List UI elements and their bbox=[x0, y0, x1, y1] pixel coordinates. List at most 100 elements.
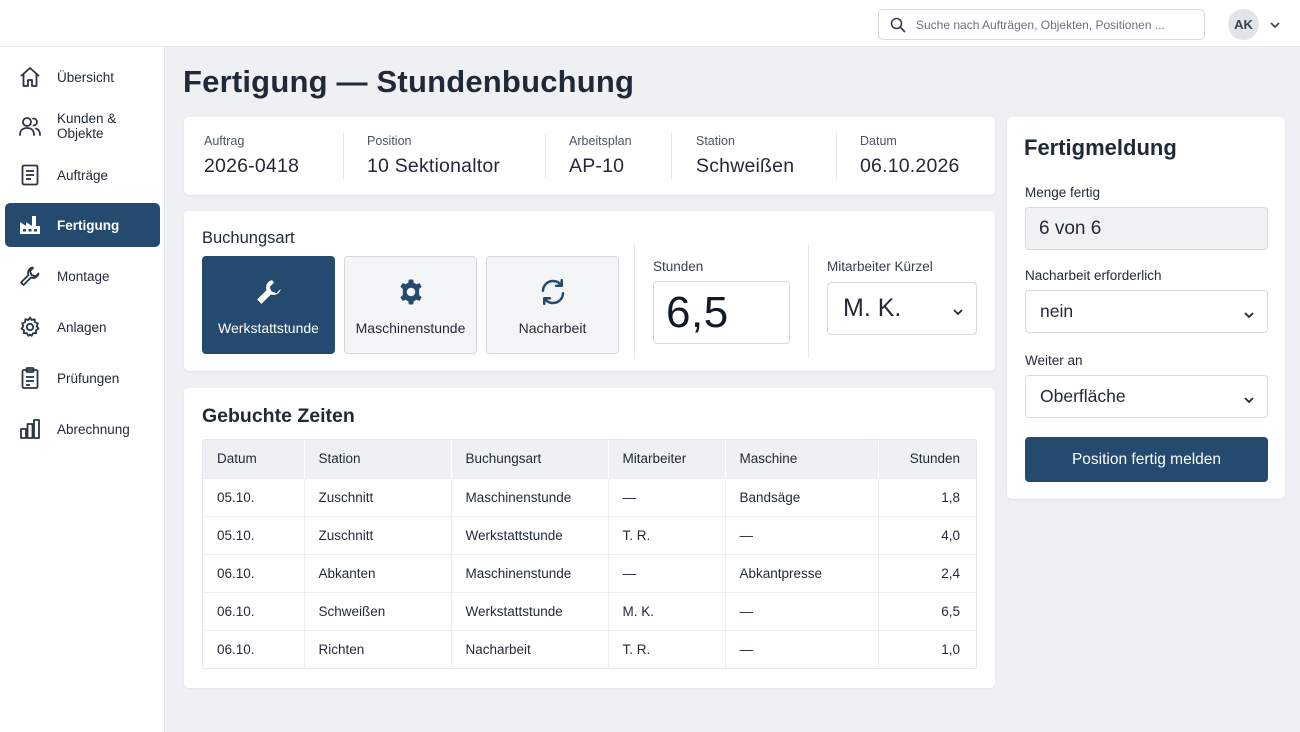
divider bbox=[671, 133, 672, 179]
info-position: Position 10 Sektionaltor bbox=[367, 134, 500, 178]
chevron-down-icon bbox=[952, 304, 964, 315]
sidebar-item-label: Anlagen bbox=[57, 319, 107, 335]
quantity-label: Menge fertig bbox=[1025, 185, 1101, 200]
refresh-icon bbox=[537, 276, 569, 308]
sidebar-item-pruefungen[interactable]: Prüfungen bbox=[5, 356, 160, 400]
home-icon bbox=[18, 65, 42, 89]
info-value: 2026-0418 bbox=[204, 155, 300, 177]
search-input[interactable] bbox=[916, 17, 1196, 32]
info-value: Schweißen bbox=[696, 155, 795, 177]
info-auftrag: Auftrag 2026-0418 bbox=[204, 134, 299, 178]
table-cell: M. K. bbox=[608, 591, 726, 630]
booking-type-nacharbeit[interactable]: Nacharbeit bbox=[486, 256, 619, 354]
booking-type-text: Maschinenstunde bbox=[355, 320, 466, 336]
employee-select[interactable]: M. K. bbox=[827, 282, 977, 335]
quantity-field: 6 von 6 bbox=[1025, 207, 1268, 250]
table-header-row: Datum Station Buchungsart Mitarbeiter Ma… bbox=[203, 440, 976, 478]
table-row[interactable]: 05.10. Zuschnitt Maschinenstunde — Bands… bbox=[203, 477, 976, 516]
next-station-label: Weiter an bbox=[1025, 353, 1083, 368]
search-icon bbox=[890, 17, 906, 33]
info-label: Position bbox=[367, 134, 412, 148]
completion-card: Fertigmeldung Menge fertig 6 von 6 Nacha… bbox=[1007, 117, 1285, 499]
column-header-station[interactable]: Station bbox=[304, 440, 452, 478]
info-value: AP-10 bbox=[569, 155, 625, 177]
table-row[interactable]: 06.10. Schweißen Werkstattstunde M. K. —… bbox=[203, 591, 976, 630]
booking-type-label: Buchungsart bbox=[202, 229, 295, 247]
info-arbeitsplan: Arbeitsplan AP-10 bbox=[569, 134, 632, 178]
column-header-datum[interactable]: Datum bbox=[203, 440, 305, 478]
next-station-value: Oberfläche bbox=[1040, 386, 1126, 406]
booking-type-text: Werkstattstunde bbox=[218, 320, 319, 336]
page-title: Fertigung — Stundenbuchung bbox=[183, 64, 635, 99]
booked-times-table: Datum Station Buchungsart Mitarbeiter Ma… bbox=[202, 439, 977, 669]
divider bbox=[343, 133, 344, 179]
clipboard-icon bbox=[18, 366, 42, 390]
table-cell: Zuschnitt bbox=[304, 515, 452, 554]
table-cell: Bandsäge bbox=[725, 477, 879, 516]
table-cell: 06.10. bbox=[203, 553, 305, 592]
order-info-card: Auftrag 2026-0418 Position 10 Sektionalt… bbox=[184, 117, 995, 195]
sidebar-item-label: Montage bbox=[57, 268, 110, 284]
employee-label: Mitarbeiter Kürzel bbox=[827, 259, 933, 274]
booking-card: Buchungsart Werkstattstunde Maschinenstu… bbox=[184, 211, 995, 371]
table-cell: Richten bbox=[304, 629, 452, 668]
column-header-stunden[interactable]: Stunden bbox=[878, 440, 976, 478]
sidebar-item-kunden[interactable]: Kunden & Objekte bbox=[5, 104, 160, 148]
chevron-down-icon[interactable] bbox=[1268, 18, 1282, 30]
table-cell: Werkstattstunde bbox=[451, 515, 609, 554]
factory-icon bbox=[18, 213, 42, 237]
table-cell: 05.10. bbox=[203, 515, 305, 554]
rework-value: nein bbox=[1040, 301, 1074, 321]
sidebar: Übersicht Kunden & Objekte Aufträge Fert… bbox=[0, 47, 165, 732]
document-icon bbox=[18, 163, 42, 187]
booked-times-title: Gebuchte Zeiten bbox=[202, 405, 355, 427]
table-cell: — bbox=[608, 553, 726, 592]
sidebar-item-anlagen[interactable]: Anlagen bbox=[5, 305, 160, 349]
sidebar-item-auftraege[interactable]: Aufträge bbox=[5, 153, 160, 197]
column-header-maschine[interactable]: Maschine bbox=[725, 440, 879, 478]
info-value: 06.10.2026 bbox=[860, 155, 960, 177]
sidebar-item-uebersicht[interactable]: Übersicht bbox=[5, 55, 160, 99]
sidebar-item-montage[interactable]: Montage bbox=[5, 254, 160, 298]
table-cell: Nacharbeit bbox=[451, 629, 609, 668]
column-header-buchungsart[interactable]: Buchungsart bbox=[451, 440, 609, 478]
table-cell: Zuschnitt bbox=[304, 477, 452, 516]
sidebar-item-abrechnung[interactable]: Abrechnung bbox=[5, 407, 160, 451]
search-box[interactable] bbox=[878, 9, 1205, 40]
table-cell: 4,0 bbox=[878, 515, 976, 554]
submit-position-button[interactable]: Position fertig melden bbox=[1025, 437, 1268, 482]
table-cell: T. R. bbox=[608, 515, 726, 554]
table-cell: — bbox=[725, 591, 879, 630]
next-station-select[interactable]: Oberfläche bbox=[1025, 375, 1268, 418]
info-station: Station Schweißen bbox=[696, 134, 794, 178]
user-avatar[interactable]: AK bbox=[1228, 9, 1259, 40]
rework-label: Nacharbeit erforderlich bbox=[1025, 268, 1162, 283]
table-row[interactable]: 06.10. Richten Nacharbeit T. R. — 1,0 bbox=[203, 629, 976, 668]
top-bar: AK bbox=[0, 0, 1300, 47]
table-cell: Werkstattstunde bbox=[451, 591, 609, 630]
sidebar-item-fertigung[interactable]: Fertigung bbox=[5, 203, 160, 247]
divider bbox=[836, 133, 837, 179]
table-row[interactable]: 05.10. Zuschnitt Werkstattstunde T. R. —… bbox=[203, 515, 976, 554]
info-datum: Datum 06.10.2026 bbox=[860, 134, 960, 178]
table-cell: 2,4 bbox=[878, 553, 976, 592]
chevron-down-icon bbox=[1243, 307, 1255, 318]
hours-label: Stunden bbox=[653, 259, 704, 274]
rework-select[interactable]: nein bbox=[1025, 290, 1268, 333]
booking-type-maschinenstunde[interactable]: Maschinenstunde bbox=[344, 256, 477, 354]
info-label: Station bbox=[696, 134, 735, 148]
divider bbox=[634, 245, 635, 358]
table-cell: Abkanten bbox=[304, 553, 452, 592]
table-cell: — bbox=[725, 515, 879, 554]
gear-icon bbox=[18, 315, 42, 339]
table-cell: 06.10. bbox=[203, 591, 305, 630]
booking-type-werkstattstunde[interactable]: Werkstattstunde bbox=[202, 256, 335, 354]
table-row[interactable]: 06.10. Abkanten Maschinenstunde — Abkant… bbox=[203, 553, 976, 592]
chevron-down-icon bbox=[1243, 392, 1255, 403]
table-cell: 1,0 bbox=[878, 629, 976, 668]
hours-input[interactable]: 6,5 bbox=[653, 281, 790, 344]
column-header-mitarbeiter[interactable]: Mitarbeiter bbox=[608, 440, 726, 478]
table-cell: Maschinenstunde bbox=[451, 477, 609, 516]
table-cell: T. R. bbox=[608, 629, 726, 668]
sidebar-item-label: Kunden & Objekte bbox=[57, 111, 117, 141]
